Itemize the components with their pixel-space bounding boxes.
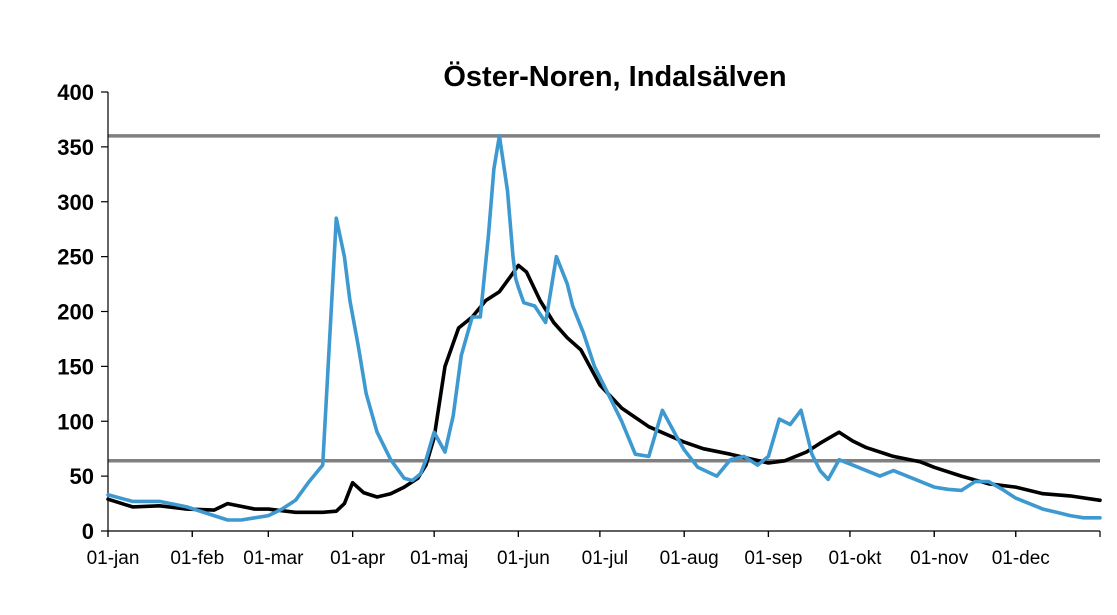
y-tick-label: 150 bbox=[57, 354, 94, 379]
y-tick-label: 350 bbox=[57, 135, 94, 160]
x-tick-label: 01-sep bbox=[744, 548, 802, 569]
y-tick-label: 250 bbox=[57, 245, 94, 270]
x-tick-label: 01-mar bbox=[243, 548, 304, 569]
reference-lines bbox=[108, 134, 1100, 463]
x-tick-label: 01-aug bbox=[660, 548, 719, 569]
chart-title: Öster-Noren, Indalsälven bbox=[443, 60, 786, 93]
x-tick-label: 01-jan bbox=[87, 548, 140, 569]
y-tick-label: 300 bbox=[57, 190, 94, 215]
x-tick-label: 01-okt bbox=[829, 548, 883, 569]
y-axis: 0 50 100 150 200 250 300 350 400 bbox=[57, 80, 109, 544]
series-line-1 bbox=[106, 134, 1102, 522]
x-tick-label: 01-dec bbox=[992, 548, 1050, 569]
x-tick-label: 01-apr bbox=[330, 548, 386, 569]
x-tick-label: 01-feb bbox=[170, 548, 224, 569]
x-axis: 01-jan 01-feb 01-mar 01-apr 01-maj 01-jun 01-j… bbox=[87, 530, 1101, 569]
y-tick-label: 50 bbox=[70, 464, 94, 489]
x-tick-label: 01-nov bbox=[910, 548, 969, 569]
x-tick-label: 01-maj bbox=[410, 548, 468, 569]
series-group bbox=[106, 134, 1102, 522]
series-line-0 bbox=[106, 263, 1102, 515]
x-tick-label: 01-jun bbox=[497, 548, 550, 569]
y-tick-label: 100 bbox=[57, 409, 94, 434]
y-tick-label: 0 bbox=[82, 519, 94, 544]
x-tick-label: 01-jul bbox=[582, 548, 628, 569]
y-tick-label: 200 bbox=[57, 300, 94, 325]
y-tick-label: 400 bbox=[57, 80, 94, 105]
